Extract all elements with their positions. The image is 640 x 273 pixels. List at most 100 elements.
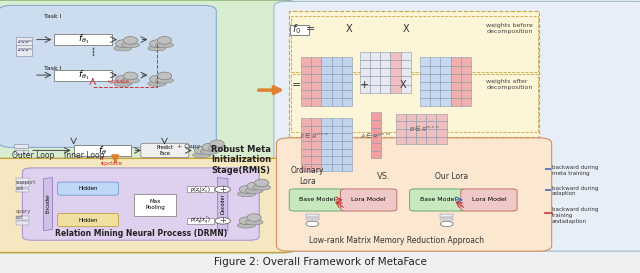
Text: Outer Loop: Outer Loop <box>12 151 54 160</box>
Bar <box>332 156 342 164</box>
Ellipse shape <box>116 40 130 48</box>
Text: Figure 2: Overall Framework of MetaFace: Figure 2: Overall Framework of MetaFace <box>214 257 426 267</box>
Bar <box>436 129 447 137</box>
Text: Robust Meta
Initialization
Stage(RMIS): Robust Meta Initialization Stage(RMIS) <box>211 145 271 175</box>
FancyBboxPatch shape <box>58 213 118 227</box>
Bar <box>416 114 426 121</box>
Text: $f_{\theta_1}$: $f_{\theta_1}$ <box>77 33 89 46</box>
Bar <box>380 52 390 60</box>
Bar <box>436 121 447 129</box>
Bar <box>420 98 430 106</box>
Bar <box>430 74 440 82</box>
Text: $f_{\theta_1}$: $f_{\theta_1}$ <box>77 68 89 82</box>
Text: $B \in \mathbb{R}^{m\times o}$: $B \in \mathbb{R}^{m\times o}$ <box>409 124 440 133</box>
Bar <box>54 34 112 45</box>
Bar <box>306 214 319 217</box>
Bar <box>311 118 321 126</box>
Bar <box>311 90 321 98</box>
Bar <box>311 164 321 171</box>
Text: support
set: support set <box>16 180 36 191</box>
Ellipse shape <box>239 186 253 193</box>
Bar <box>301 156 311 164</box>
Bar <box>311 149 321 156</box>
Bar <box>311 82 321 90</box>
Bar <box>370 68 380 76</box>
Ellipse shape <box>237 191 255 197</box>
Ellipse shape <box>239 217 253 225</box>
Bar <box>440 82 451 90</box>
Ellipse shape <box>124 37 138 44</box>
Bar <box>16 216 29 220</box>
Bar <box>390 76 401 85</box>
Ellipse shape <box>245 219 263 225</box>
Ellipse shape <box>255 179 269 187</box>
Text: +: + <box>220 216 226 225</box>
FancyBboxPatch shape <box>141 143 189 158</box>
Bar <box>321 66 332 74</box>
Ellipse shape <box>247 214 261 221</box>
Ellipse shape <box>116 75 130 83</box>
Bar <box>461 98 471 106</box>
Bar <box>360 76 370 85</box>
Bar <box>440 98 451 106</box>
Bar <box>461 66 471 74</box>
Ellipse shape <box>114 81 132 87</box>
Bar <box>342 164 352 171</box>
Bar <box>380 60 390 68</box>
Bar <box>321 133 332 141</box>
Bar <box>342 141 352 149</box>
Bar <box>451 57 461 66</box>
Bar <box>406 137 416 144</box>
Text: $X \in \mathbb{R}^{n\times o}$: $X \in \mathbb{R}^{n\times o}$ <box>299 131 328 140</box>
Text: $f_0$: $f_0$ <box>292 22 301 35</box>
Bar <box>289 11 539 136</box>
Text: backward during
adaption: backward during adaption <box>552 186 598 197</box>
Bar <box>416 137 426 144</box>
Ellipse shape <box>124 72 138 80</box>
Bar <box>416 121 426 129</box>
Bar <box>390 68 401 76</box>
Bar <box>420 82 430 90</box>
Bar <box>301 90 311 98</box>
Bar <box>380 76 390 85</box>
Text: Base Model: Base Model <box>300 197 335 203</box>
FancyBboxPatch shape <box>58 182 118 195</box>
Bar <box>401 76 411 85</box>
Bar <box>301 141 311 149</box>
Bar <box>301 66 311 74</box>
Bar <box>401 60 411 68</box>
Bar <box>290 25 309 35</box>
Text: X: X <box>400 80 406 90</box>
Ellipse shape <box>156 42 173 48</box>
Bar <box>301 82 311 90</box>
Bar <box>370 52 380 60</box>
FancyBboxPatch shape <box>0 0 298 253</box>
Bar <box>426 121 436 129</box>
Bar <box>430 66 440 74</box>
Bar <box>321 57 332 66</box>
Text: Decoder: Decoder <box>220 193 225 214</box>
Bar <box>311 98 321 106</box>
Ellipse shape <box>237 223 255 228</box>
Bar <box>440 57 451 66</box>
Text: Ordinary
Lora: Ordinary Lora <box>291 166 324 186</box>
Bar <box>406 129 416 137</box>
Bar <box>390 85 401 93</box>
Ellipse shape <box>195 147 209 154</box>
Bar <box>16 37 32 48</box>
Bar <box>311 156 321 164</box>
Bar <box>440 66 451 74</box>
Bar <box>371 135 381 143</box>
Bar <box>16 178 29 182</box>
Bar <box>16 45 32 56</box>
Bar <box>187 218 214 224</box>
Text: Lora Model: Lora Model <box>472 197 506 203</box>
Text: backward during
training
andadaption: backward during training andadaption <box>552 207 598 224</box>
Bar <box>420 66 430 74</box>
Bar <box>430 82 440 90</box>
FancyBboxPatch shape <box>0 158 298 253</box>
Ellipse shape <box>148 46 166 51</box>
Bar <box>342 74 352 82</box>
Bar <box>360 60 370 68</box>
Bar <box>16 221 29 225</box>
